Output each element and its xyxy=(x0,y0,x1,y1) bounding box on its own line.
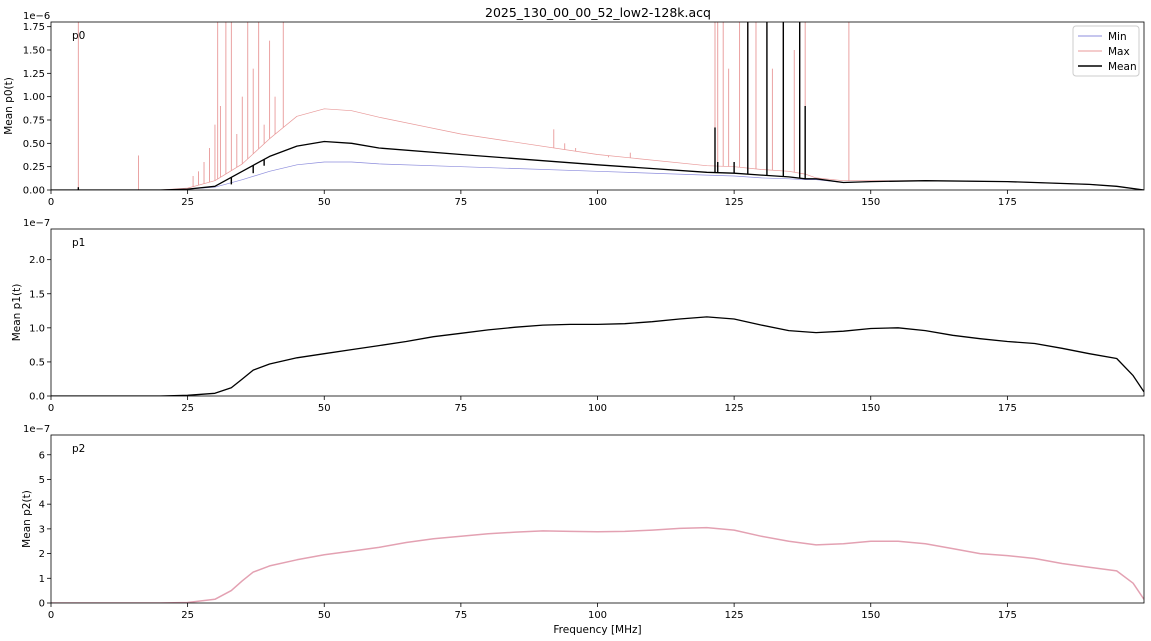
x-tick-label: 25 xyxy=(181,197,194,208)
y-tick-label: 1.50 xyxy=(23,46,45,57)
x-tick-label: 0 xyxy=(48,197,54,208)
y-tick-label: 2 xyxy=(39,549,45,560)
x-tick-label: 75 xyxy=(455,403,468,414)
chart-panel-p2: 0 25 50 75 100 125 150 175 0 1 2 3 4 5 6 1e−7 Mean p2(t)… xyxy=(21,424,1145,636)
legend-entry-min: Min xyxy=(1108,31,1127,43)
y-tick-label: 2.0 xyxy=(29,255,45,266)
legend: Min Max Mean xyxy=(1072,25,1140,77)
y-tick-label: 0.00 xyxy=(23,186,45,197)
x-tick-label: 150 xyxy=(861,610,880,621)
y-tick-label: 0.75 xyxy=(23,116,45,127)
y-axis-label: Mean p0(t) xyxy=(3,77,15,135)
x-tick-label: 75 xyxy=(455,610,468,621)
panel-label: p2 xyxy=(72,443,85,455)
y-tick-label: 5 xyxy=(39,475,45,486)
x-tick-label: 50 xyxy=(318,610,331,621)
y-tick-label: 0.5 xyxy=(29,357,45,368)
x-axis-label: Frequency [MHz] xyxy=(553,624,641,636)
y-tick-label: 1 xyxy=(39,574,45,585)
x-tick-label: 0 xyxy=(48,610,54,621)
panel-label: p1 xyxy=(72,237,85,249)
series-line-mean xyxy=(51,140,1144,190)
x-tick-label: 150 xyxy=(861,403,880,414)
x-tick-label: 100 xyxy=(588,197,607,208)
x-tick-label: 175 xyxy=(998,610,1017,621)
x-tick-label: 75 xyxy=(455,197,468,208)
plot-frame xyxy=(50,21,1145,191)
y-tick-label: 0.25 xyxy=(23,162,45,173)
x-tick-label: 175 xyxy=(998,403,1017,414)
y-tick-label: 6 xyxy=(39,450,45,461)
y-tick-label: 1.5 xyxy=(29,289,45,300)
plot-frame xyxy=(50,434,1145,604)
x-tick-label: 50 xyxy=(318,403,331,414)
y-tick-label: 0.50 xyxy=(23,139,45,150)
y-exponent-label: 1e−7 xyxy=(23,424,50,435)
x-tick-label: 100 xyxy=(588,610,607,621)
plot-frame xyxy=(50,228,1145,397)
x-tick-label: 0 xyxy=(48,403,54,414)
y-axis-label: Mean p1(t) xyxy=(11,284,23,342)
x-tick-label: 125 xyxy=(725,610,744,621)
y-axis-label: Mean p2(t) xyxy=(21,490,33,548)
chart-panel-p1: 0 25 50 75 100 125 150 175 0.0 0.5 1.0 1.5 2.0 1e−7 Me… xyxy=(11,218,1145,414)
x-tick-label: 125 xyxy=(725,403,744,414)
y-exponent-label: 1e−6 xyxy=(23,11,50,22)
y-tick-label: 4 xyxy=(39,500,45,511)
x-tick-label: 50 xyxy=(318,197,331,208)
x-tick-label: 25 xyxy=(181,403,194,414)
legend-entry-max: Max xyxy=(1108,46,1130,58)
legend-box xyxy=(1072,25,1140,77)
x-tick-label: 125 xyxy=(725,197,744,208)
x-tick-label: 175 xyxy=(998,197,1017,208)
x-tick-label: 25 xyxy=(181,610,194,621)
y-exponent-label: 1e−7 xyxy=(23,218,50,229)
series-line-p2 xyxy=(51,526,1144,603)
y-tick-label: 1.0 xyxy=(29,323,45,334)
series-group xyxy=(51,526,1144,603)
y-tick-label: 0 xyxy=(39,599,45,610)
y-tick-label: 1.00 xyxy=(23,92,45,103)
y-tick-label: 1.25 xyxy=(23,69,45,80)
series-line-mean xyxy=(51,316,1144,396)
series-group xyxy=(51,22,1144,190)
y-tick-label: 1.75 xyxy=(23,22,45,33)
x-tick-label: 100 xyxy=(588,403,607,414)
series-group xyxy=(51,316,1144,396)
y-tick-label: 0.0 xyxy=(29,392,45,403)
x-tick-label: 150 xyxy=(861,197,880,208)
figure-title: 2025_130_00_00_52_low2-128k.acq xyxy=(485,5,711,20)
chart-panel-p0: 0 25 50 75 100 125 150 175 0.00 0.25 0.50 0.75 1.00 1… xyxy=(3,11,1145,208)
y-tick-label: 3 xyxy=(39,524,45,535)
legend-entry-mean: Mean xyxy=(1108,61,1137,73)
